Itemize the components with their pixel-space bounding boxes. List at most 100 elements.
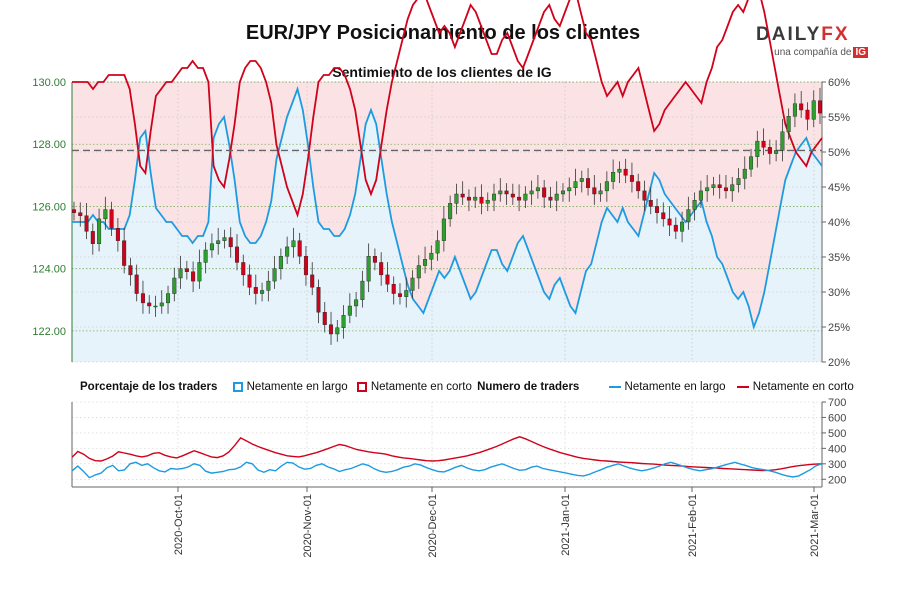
candle-body	[366, 256, 371, 282]
candle-body	[397, 293, 402, 297]
candle-body	[749, 156, 754, 170]
candle-body	[667, 218, 672, 226]
candle-body	[567, 187, 572, 192]
candle-body	[322, 312, 327, 325]
candle-body	[140, 293, 145, 304]
candle-body	[755, 140, 760, 157]
logo-brand-a: DAILY	[756, 24, 822, 45]
candle-body	[385, 274, 390, 285]
candle-body	[291, 240, 296, 248]
candle-body	[680, 221, 685, 232]
candle-body	[510, 193, 515, 198]
candle-body	[84, 215, 89, 232]
count-tick-label: 600	[828, 412, 846, 424]
date-tick-label: 2021-Mar-01	[809, 494, 821, 557]
candle-body	[416, 265, 421, 279]
candle-body	[178, 268, 183, 279]
candle-body	[360, 280, 365, 300]
candle-body	[579, 178, 584, 182]
candle-body	[698, 190, 703, 201]
price-tick-label: 126.00	[32, 201, 66, 213]
count-tick-label: 700	[828, 397, 846, 409]
candle-body	[272, 268, 277, 282]
candle-body	[717, 184, 722, 188]
candle-body	[780, 131, 785, 151]
logo-ig-mark: IG	[853, 47, 868, 58]
candle-body	[109, 209, 114, 229]
candle-body	[197, 262, 202, 282]
legend-pct-long: Netamente en largo	[246, 381, 348, 393]
candle-body	[811, 100, 816, 120]
logo-brand-b: FX	[821, 24, 850, 45]
candle-body	[673, 224, 678, 232]
price-tick-label: 124.00	[32, 264, 66, 276]
candle-body	[260, 290, 265, 294]
count-tick-label: 500	[828, 428, 846, 440]
candle-body	[103, 209, 108, 220]
candle-body	[818, 100, 823, 114]
candle-body	[492, 193, 497, 201]
legend-num-title: Numero de traders	[477, 381, 580, 393]
candle-body	[485, 200, 490, 204]
legend-num-long-swatch	[608, 386, 621, 388]
candle-body	[266, 280, 271, 291]
candle-body	[498, 190, 503, 195]
price-tick-label: 130.00	[32, 77, 66, 89]
candle-body	[203, 249, 208, 263]
candle-body	[623, 168, 628, 176]
candle-body	[122, 240, 127, 266]
candle-body	[372, 256, 377, 263]
candle-body	[435, 240, 440, 254]
candle-body	[128, 265, 133, 276]
candle-body	[617, 168, 622, 173]
pct-tick-label: 30%	[828, 287, 850, 299]
pct-tick-label: 40%	[828, 217, 850, 229]
count-tick-label: 200	[828, 474, 846, 486]
date-tick-label: 2020-Dec-01	[427, 494, 439, 558]
price-tick-label: 128.00	[32, 139, 66, 151]
pct-tick-label: 50%	[828, 147, 850, 159]
count-short-line	[71, 436, 823, 472]
candle-body	[730, 184, 735, 192]
price-tick-label: 122.00	[32, 326, 66, 338]
legend-num-short: Netamente en corto	[752, 381, 854, 393]
candle-body	[535, 187, 540, 192]
candle-body	[692, 200, 697, 210]
candle-body	[636, 181, 641, 192]
candle-body	[172, 277, 177, 294]
legend: Porcentaje de los traders Netamente en l…	[80, 381, 854, 393]
legend-num-long: Netamente en largo	[624, 381, 726, 393]
candle-body	[71, 209, 76, 213]
candle-body	[655, 206, 660, 213]
candle-body	[184, 268, 189, 272]
candle-body	[573, 181, 578, 188]
candle-body	[247, 274, 252, 288]
candle-body	[134, 274, 139, 294]
legend-pct-short-swatch	[356, 382, 367, 392]
candle-body	[454, 193, 459, 204]
pct-long-line	[72, 85, 823, 331]
candle-body	[347, 305, 352, 316]
legend-num-short-swatch	[736, 386, 749, 388]
candle-body	[253, 287, 258, 294]
date-tick-label: 2020-Nov-01	[302, 494, 314, 558]
count-long-line	[71, 461, 823, 479]
candle-body	[115, 228, 120, 241]
candle-body	[391, 284, 396, 294]
candle-body	[410, 277, 415, 291]
pct-tick-label: 25%	[828, 322, 850, 334]
legend-pct-short: Netamente en corto	[370, 381, 472, 393]
count-tick-label: 300	[828, 459, 846, 471]
candle-body	[792, 103, 797, 117]
date-tick-label: 2021-Jan-01	[560, 494, 572, 556]
candle-body	[592, 187, 597, 195]
candle-body	[642, 190, 647, 201]
pct-tick-label: 45%	[828, 182, 850, 194]
date-tick-label: 2020-Oct-01	[173, 494, 185, 555]
candle-body	[153, 305, 158, 308]
candle-body	[228, 237, 233, 248]
candle-body	[329, 324, 334, 335]
candle-body	[629, 175, 634, 182]
candle-body	[604, 181, 609, 192]
